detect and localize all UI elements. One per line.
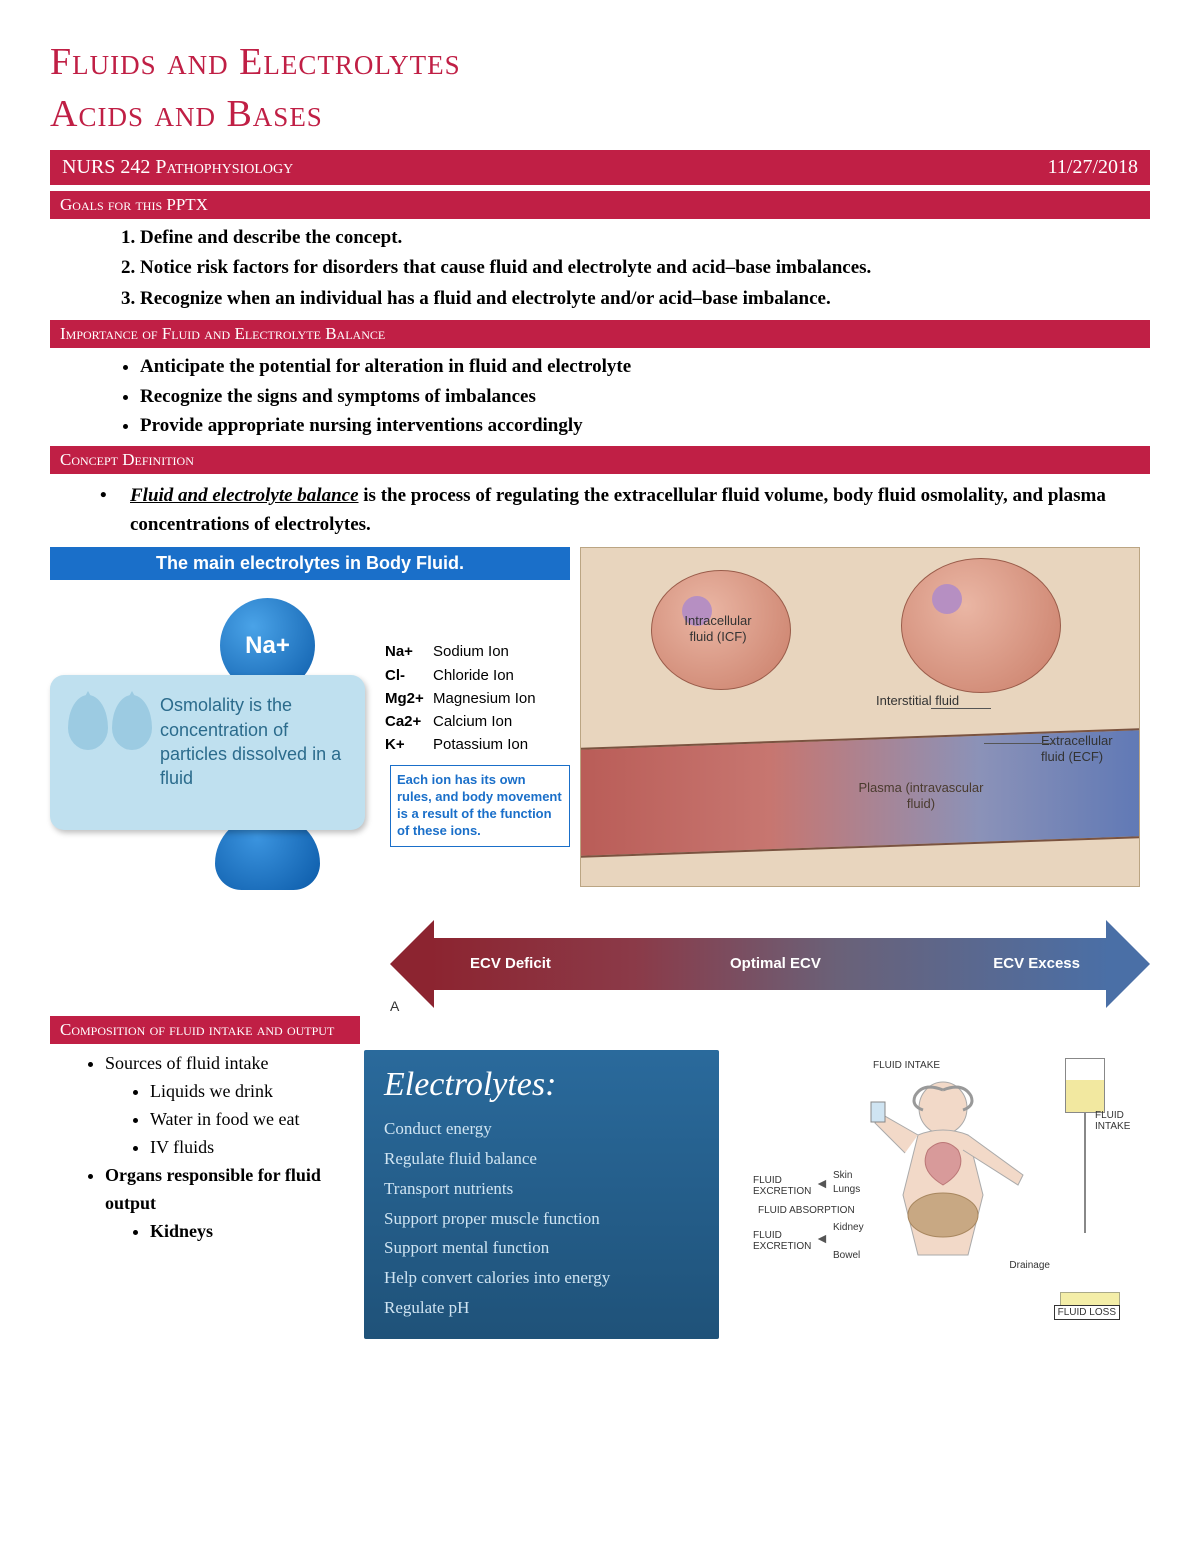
label-skin: Skin bbox=[833, 1170, 852, 1181]
person-figure-icon bbox=[843, 1080, 1053, 1310]
importance-list: Anticipate the potential for alteration … bbox=[50, 352, 1150, 440]
section-concept: Concept Definition bbox=[50, 446, 1150, 474]
importance-item: Anticipate the potential for alteration … bbox=[140, 352, 1150, 381]
cell-icon bbox=[901, 558, 1061, 693]
main-title-1: Fluids and Electrolytes bbox=[50, 40, 1150, 84]
intake-column: Sources of fluid intake Liquids we drink… bbox=[50, 1050, 350, 1245]
ecv-label-optimal: Optimal ECV bbox=[730, 955, 821, 972]
intake-heading: Sources of fluid intake bbox=[105, 1050, 350, 1078]
section-goals: Goals for this PPTX bbox=[50, 191, 1150, 219]
cell-fluid-diagram: Intracellular fluid (ICF) Interstitial f… bbox=[580, 547, 1140, 887]
label-lungs: Lungs bbox=[833, 1184, 860, 1195]
card-item: Regulate fluid balance bbox=[384, 1144, 699, 1174]
definition-text: •Fluid and electrolyte balance is the pr… bbox=[50, 478, 1150, 543]
label-fluid-loss: FLUID LOSS bbox=[1054, 1305, 1120, 1320]
card-item: Support mental function bbox=[384, 1233, 699, 1263]
goal-item: Recognize when an individual has a fluid… bbox=[140, 284, 1150, 314]
label-fluid-excretion-2: FLUID EXCRETION bbox=[753, 1230, 813, 1252]
section-importance: Importance of Fluid and Electrolyte Bala… bbox=[50, 320, 1150, 348]
goals-list: Define and describe the concept. Notice … bbox=[50, 223, 1150, 314]
intake-item: IV fluids bbox=[150, 1134, 350, 1162]
label-fluid-absorption: FLUID ABSORPTION bbox=[758, 1205, 855, 1216]
ion-list: Na+Sodium Ion Cl-Chloride Ion Mg2+Magnes… bbox=[385, 640, 570, 756]
label-fluid-intake: FLUID INTAKE bbox=[873, 1060, 940, 1071]
ecv-label-excess: ECV Excess bbox=[993, 955, 1080, 972]
ecv-arrow-row: ECV Deficit Optimal ECV ECV Excess A bbox=[50, 920, 1150, 1010]
label-fluid-excretion: FLUID EXCRETION bbox=[753, 1175, 813, 1197]
definition-term: Fluid and electrolyte balance bbox=[130, 485, 359, 506]
ion-note: Each ion has its own rules, and body mov… bbox=[390, 765, 570, 847]
iv-line bbox=[1084, 1113, 1086, 1233]
course-banner: NURS 242 Pathophysiology 11/27/2018 bbox=[50, 150, 1150, 185]
arrow-left-icon bbox=[390, 920, 434, 1008]
arrow-icon: ◄ bbox=[815, 1177, 829, 1193]
card-item: Help convert calories into energy bbox=[384, 1263, 699, 1293]
label-drainage: Drainage bbox=[1009, 1260, 1050, 1271]
label-icf: Intracellular fluid (ICF) bbox=[673, 613, 763, 644]
iv-bag-icon bbox=[1065, 1058, 1105, 1113]
card-item: Support proper muscle function bbox=[384, 1204, 699, 1234]
intake-item: Water in food we eat bbox=[150, 1106, 350, 1134]
card-item: Transport nutrients bbox=[384, 1174, 699, 1204]
card-title: Electrolytes: bbox=[384, 1066, 699, 1104]
goal-item: Define and describe the concept. bbox=[140, 223, 1150, 253]
intake-item: Liquids we drink bbox=[150, 1078, 350, 1106]
ecv-label-deficit: ECV Deficit bbox=[470, 955, 551, 972]
label-bowel: Bowel bbox=[833, 1250, 860, 1261]
arrow-right-icon bbox=[1106, 920, 1150, 1008]
label-kidney: Kidney bbox=[833, 1222, 864, 1233]
arrow-icon: ◄ bbox=[815, 1232, 829, 1248]
card-item: Regulate pH bbox=[384, 1293, 699, 1323]
importance-item: Recognize the signs and symptoms of imba… bbox=[140, 382, 1150, 411]
main-title-2: Acids and Bases bbox=[50, 92, 1150, 136]
section-composition: Composition of fluid intake and output bbox=[50, 1016, 360, 1044]
goal-item: Notice risk factors for disorders that c… bbox=[140, 253, 1150, 283]
output-heading: Organs responsible for fluid output bbox=[105, 1162, 350, 1218]
course-date: 11/27/2018 bbox=[1048, 156, 1138, 179]
body-fluid-diagram: FLUID INTAKE FLUID INTAKE FLUID EXCRETIO… bbox=[733, 1050, 1150, 1320]
bottom-row: Sources of fluid intake Liquids we drink… bbox=[50, 1050, 1150, 1338]
label-ecf: Extracellular fluid (ECF) bbox=[1041, 733, 1131, 764]
ecv-label-a: A bbox=[390, 998, 399, 1014]
course-code: NURS 242 Pathophysiology bbox=[62, 156, 293, 179]
leader-line bbox=[931, 708, 991, 709]
card-item: Conduct energy bbox=[384, 1114, 699, 1144]
electrolyte-title: The main electrolytes in Body Fluid. bbox=[50, 547, 570, 580]
ecv-arrow: ECV Deficit Optimal ECV ECV Excess A bbox=[390, 920, 1150, 1010]
leader-line bbox=[984, 743, 1054, 744]
label-interstitial: Interstitial fluid bbox=[876, 693, 959, 709]
output-item: Kidneys bbox=[150, 1218, 350, 1246]
label-fluid-intake-2: FLUID INTAKE bbox=[1095, 1110, 1145, 1132]
electrolyte-diagram: The main electrolytes in Body Fluid. Na+… bbox=[50, 547, 570, 890]
diagram-row: The main electrolytes in Body Fluid. Na+… bbox=[50, 547, 1150, 890]
importance-item: Provide appropriate nursing intervention… bbox=[140, 411, 1150, 440]
electrolytes-card: Electrolytes: Conduct energy Regulate fl… bbox=[364, 1050, 719, 1338]
label-plasma: Plasma (intravascular fluid) bbox=[851, 780, 991, 811]
